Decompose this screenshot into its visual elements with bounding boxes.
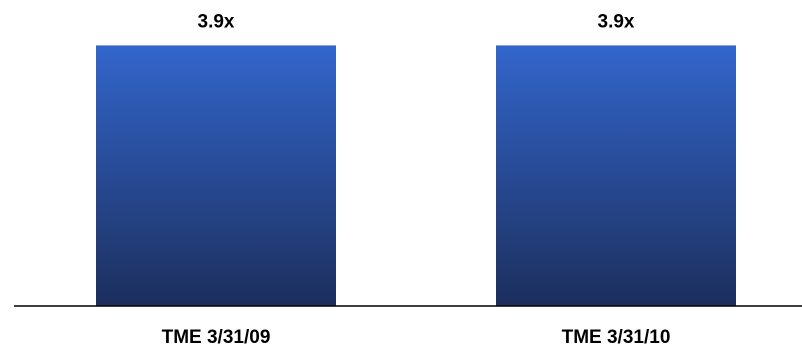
category-label-2: TME 3/31/10 [562, 327, 671, 348]
data-label-2: 3.9x [598, 11, 635, 32]
bar-1 [96, 45, 336, 307]
bars-layer: 3.9x TME 3/31/09 3.9x TME 3/31/10 [96, 11, 736, 348]
data-label-1: 3.9x [198, 11, 235, 32]
category-label-1: TME 3/31/09 [162, 327, 271, 348]
bar-2 [496, 45, 736, 307]
